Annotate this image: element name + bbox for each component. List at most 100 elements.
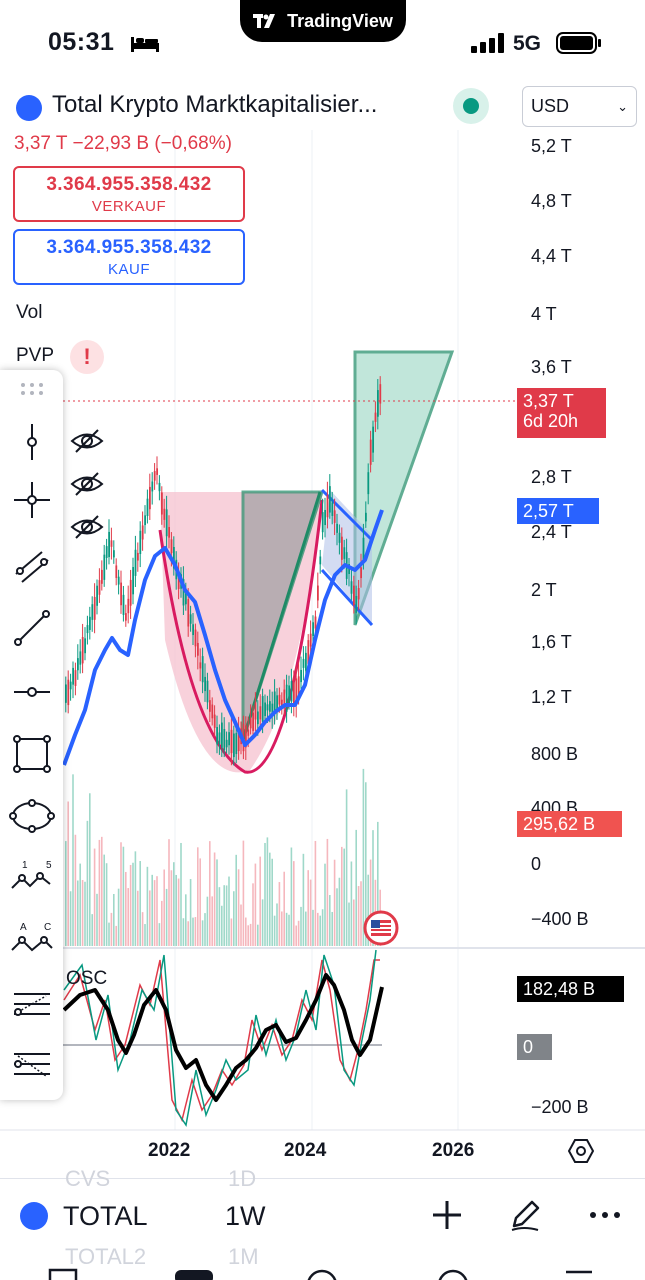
volume-bar bbox=[369, 859, 372, 946]
chart-tab-icon[interactable] bbox=[175, 1268, 213, 1280]
watchlist-tab-icon[interactable] bbox=[48, 1268, 78, 1280]
candle-body bbox=[74, 670, 77, 686]
candle-body bbox=[93, 596, 96, 620]
last-price-value: 3,37 T bbox=[523, 391, 574, 411]
indicator-pvp[interactable]: PVP bbox=[16, 345, 55, 366]
interval-picker-prev[interactable]: 1D bbox=[228, 1166, 257, 1191]
candle-body bbox=[91, 604, 94, 620]
more-icon[interactable] bbox=[588, 1198, 622, 1232]
vertical-line-tool[interactable] bbox=[8, 418, 56, 466]
candle-body bbox=[353, 585, 355, 606]
candle-body bbox=[101, 569, 103, 584]
symbol-picker-next[interactable]: TOTAL2 bbox=[65, 1244, 147, 1269]
ideas-tab-icon[interactable] bbox=[436, 1268, 470, 1280]
symbol-picker[interactable]: TOTAL bbox=[63, 1201, 148, 1231]
candle-body bbox=[165, 509, 168, 537]
volume-bar bbox=[134, 851, 137, 946]
candle-body bbox=[98, 580, 101, 595]
volume-bar bbox=[237, 869, 240, 946]
horizontal-ray-tool[interactable] bbox=[8, 668, 56, 716]
sleep-mode-icon bbox=[131, 37, 159, 52]
candle-body bbox=[144, 515, 146, 526]
price-axis-label: 3,6 T bbox=[531, 357, 572, 377]
candle-body bbox=[115, 565, 118, 578]
volume-bar bbox=[79, 863, 81, 946]
us-flag-icon[interactable] bbox=[363, 910, 399, 946]
volume-bar bbox=[321, 909, 324, 946]
bar-countdown: 6d 20h bbox=[523, 411, 579, 431]
candle-body bbox=[230, 729, 233, 754]
volume-bar bbox=[151, 874, 153, 946]
parallel-channel-tool[interactable] bbox=[8, 542, 56, 590]
candle-body bbox=[369, 439, 372, 465]
candle-body bbox=[173, 546, 175, 569]
hidden-eye-icon[interactable] bbox=[70, 514, 104, 540]
candle-body bbox=[146, 498, 149, 517]
vertical-line-icon bbox=[27, 424, 37, 460]
candle-body bbox=[141, 525, 144, 540]
candle-body bbox=[297, 676, 300, 697]
candle-body bbox=[221, 722, 223, 748]
price-axis-label: 2,8 T bbox=[531, 467, 572, 487]
candle-body bbox=[192, 624, 194, 636]
fib-retracement-tool[interactable] bbox=[8, 980, 56, 1028]
volume-bar bbox=[295, 925, 297, 946]
candle-body bbox=[132, 567, 134, 595]
candle-body bbox=[245, 725, 247, 748]
crosshair-tool[interactable] bbox=[8, 476, 56, 524]
market-status-icon[interactable] bbox=[453, 88, 489, 124]
volume-bar bbox=[187, 921, 189, 946]
explore-tab-icon[interactable] bbox=[305, 1268, 339, 1280]
volume-bar bbox=[319, 915, 321, 946]
candle-body bbox=[254, 702, 257, 720]
fib-extension-tool[interactable] bbox=[8, 1042, 56, 1090]
price-axis-label: 2 T bbox=[531, 580, 557, 600]
trend-line-tool[interactable] bbox=[8, 604, 56, 652]
chart-canvas[interactable] bbox=[0, 130, 645, 1175]
indicator-vol[interactable]: Vol bbox=[16, 302, 43, 323]
alert-icon[interactable]: ! bbox=[70, 340, 104, 374]
volume-bar bbox=[182, 918, 185, 946]
volume-bar bbox=[245, 917, 247, 946]
candle-body bbox=[129, 579, 132, 606]
volume-bar bbox=[312, 909, 314, 946]
drag-handle-icon[interactable] bbox=[20, 382, 44, 396]
buy-button[interactable]: 3.364.955.358.432 KAUF bbox=[13, 229, 245, 285]
dynamic-island: TradingView bbox=[240, 0, 406, 42]
candle-body bbox=[103, 554, 106, 580]
volume-bar bbox=[158, 923, 161, 946]
settings-hexagon-icon[interactable] bbox=[568, 1138, 594, 1164]
hidden-eye-icon[interactable] bbox=[70, 471, 104, 497]
hidden-eye-icon[interactable] bbox=[70, 428, 104, 454]
rectangle-tool[interactable] bbox=[8, 730, 56, 778]
sell-button[interactable]: 3.364.955.358.432 VERKAUF bbox=[13, 166, 245, 222]
buy-price: 3.364.955.358.432 bbox=[46, 237, 212, 258]
symbol-title[interactable]: Total Krypto Marktkapitalisier... bbox=[52, 91, 378, 118]
candle-body bbox=[350, 581, 353, 594]
candle-body bbox=[252, 712, 254, 731]
interval-picker[interactable]: 1W bbox=[225, 1201, 266, 1231]
plus-icon[interactable] bbox=[430, 1198, 464, 1232]
menu-tab-icon[interactable] bbox=[564, 1268, 594, 1280]
pen-icon[interactable] bbox=[508, 1198, 542, 1232]
volume-bar bbox=[110, 912, 113, 946]
symbol-picker-prev[interactable]: CVS bbox=[65, 1166, 111, 1191]
candle-body bbox=[199, 662, 202, 669]
ellipse-tool[interactable] bbox=[8, 792, 56, 840]
volume-bar bbox=[192, 917, 194, 946]
candle-body bbox=[187, 598, 190, 627]
currency-select[interactable]: USD ⌄ bbox=[522, 86, 637, 127]
volume-bar bbox=[353, 899, 355, 946]
volume-bar bbox=[285, 912, 288, 946]
volume-bar bbox=[209, 841, 211, 946]
volume-bar bbox=[201, 920, 204, 946]
volume-bar bbox=[194, 917, 197, 946]
interval-picker-next[interactable]: 1M bbox=[228, 1244, 259, 1269]
candle-body bbox=[170, 539, 173, 554]
indicator-osc[interactable]: OSC bbox=[66, 968, 108, 989]
volume-bar bbox=[170, 870, 173, 946]
